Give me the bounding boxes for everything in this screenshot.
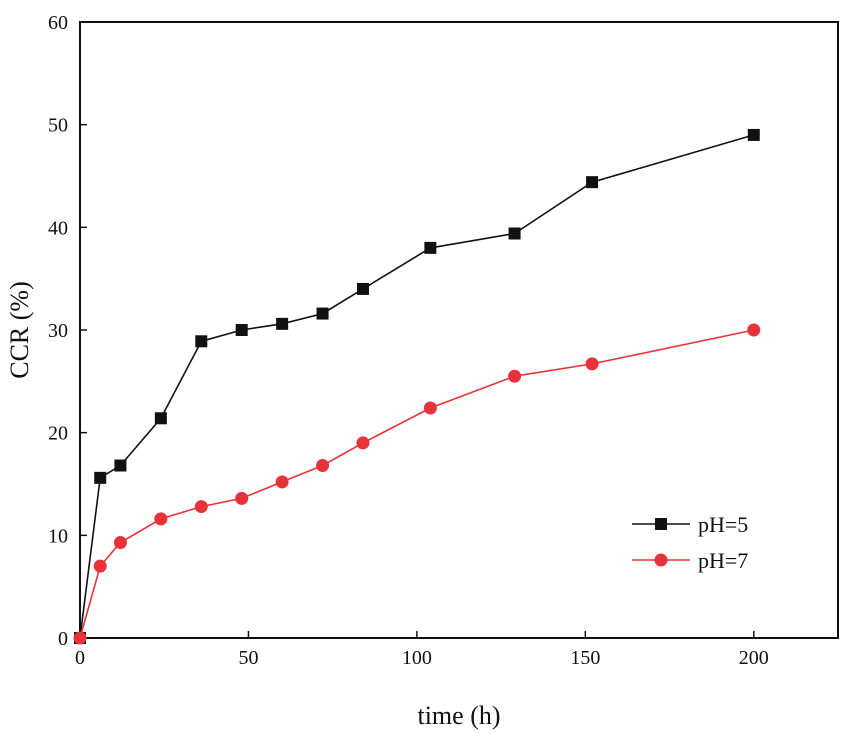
data-point <box>747 128 760 141</box>
y-tick-label: 10 <box>48 525 68 547</box>
data-point <box>424 241 437 254</box>
series-line-pH=5 <box>79 134 755 639</box>
data-point <box>114 459 127 472</box>
data-point <box>585 357 599 371</box>
data-point <box>423 401 437 415</box>
y-tick-label: 30 <box>48 320 68 342</box>
legend-marker <box>655 518 667 530</box>
y-tick-label: 40 <box>48 217 68 239</box>
data-point <box>235 324 248 336</box>
data-point <box>356 436 370 450</box>
data-point <box>94 471 107 484</box>
data-point <box>73 631 87 645</box>
y-axis-title: CCR (%) <box>5 281 34 379</box>
data-point <box>316 307 329 320</box>
series-layer <box>73 128 761 645</box>
x-tick-label: 100 <box>402 647 432 669</box>
legend-label: pH=7 <box>698 548 748 573</box>
data-point <box>154 412 167 425</box>
data-point <box>316 459 330 473</box>
x-tick-label: 150 <box>570 647 600 669</box>
data-point <box>275 475 289 489</box>
y-axis-ticks: 0 10 20 30 40 50 60 <box>48 12 87 650</box>
plot-frame <box>79 21 839 639</box>
x-tick-label: 0 <box>75 647 85 669</box>
data-point <box>508 369 522 383</box>
data-point <box>113 536 127 550</box>
data-point <box>586 176 599 189</box>
y-tick-label: 20 <box>48 423 68 445</box>
legend-marker <box>654 553 668 567</box>
y-tick-label: 60 <box>48 12 68 34</box>
x-axis-title: time (h) <box>417 701 500 730</box>
data-point <box>356 282 369 295</box>
y-tick-label: 0 <box>58 628 68 650</box>
data-point <box>154 512 168 526</box>
legend-label: pH=5 <box>698 512 748 537</box>
x-axis-ticks: 0 50 100 150 200 <box>75 631 769 669</box>
data-point <box>276 317 289 330</box>
y-tick-label: 50 <box>48 115 68 137</box>
data-point <box>93 559 107 573</box>
x-tick-label: 200 <box>739 647 769 669</box>
series-line-pH=7 <box>79 329 754 639</box>
data-point <box>235 491 249 505</box>
data-point <box>194 500 208 514</box>
data-point <box>747 323 761 337</box>
legend: pH=5 pH=7 <box>632 512 748 573</box>
data-point <box>195 335 208 348</box>
data-point <box>508 227 521 240</box>
x-tick-label: 50 <box>238 647 258 669</box>
